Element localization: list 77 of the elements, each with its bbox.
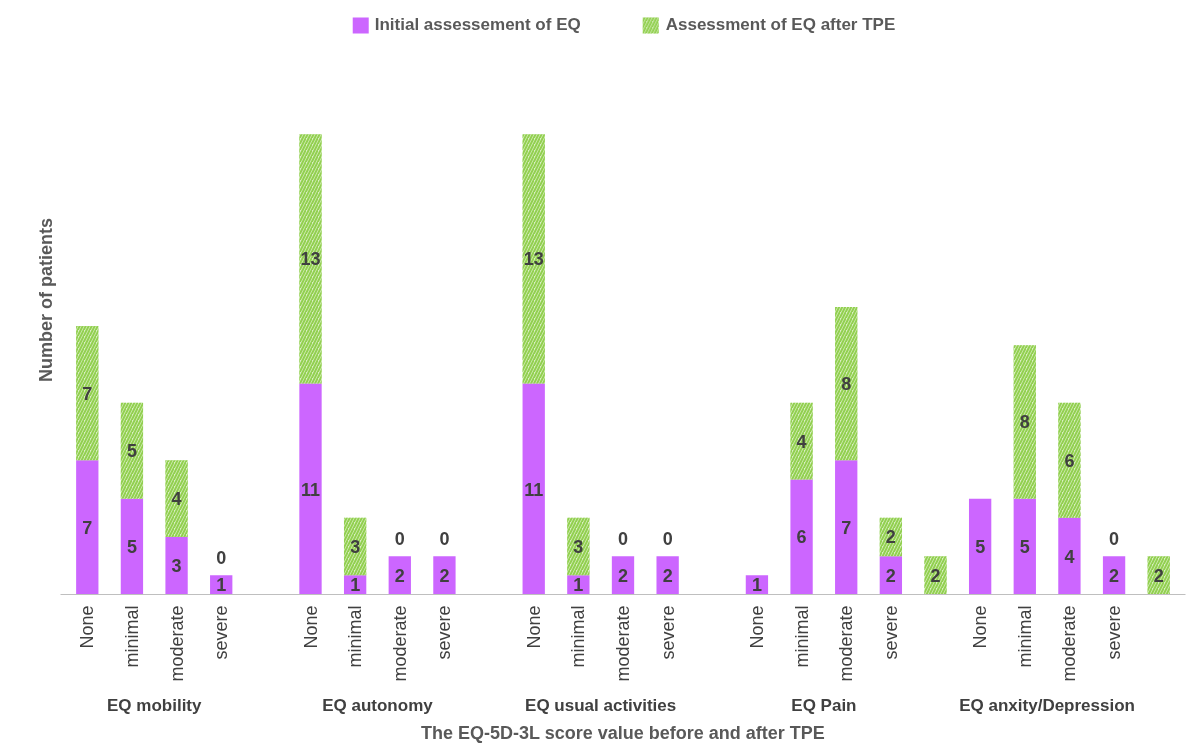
data-label: 13 <box>300 249 321 270</box>
x-tick-label: moderate <box>613 605 633 682</box>
x-tick-label: moderate <box>836 605 857 682</box>
y-axis-title: Number of patients <box>35 217 56 383</box>
bar <box>76 460 99 595</box>
data-label: 1 <box>350 575 361 596</box>
legend-label: Initial assessement of EQ <box>374 15 581 35</box>
text: EQ autonomy <box>322 695 434 715</box>
x-tick-label: None <box>970 605 991 649</box>
data-label: 5 <box>126 537 137 558</box>
data-label: 5 <box>126 441 137 462</box>
x-tick-label: minimal <box>568 605 589 668</box>
x-tick-label: None <box>523 605 544 649</box>
x-tick-label: severe <box>657 605 678 660</box>
x-tick-label: severe <box>1104 605 1125 660</box>
text: EQ anxity/Depression <box>959 695 1135 715</box>
data-label: 2 <box>1109 565 1120 586</box>
x-tick-label: moderate <box>166 605 187 682</box>
data-label: 8 <box>841 374 852 395</box>
legend-label: Assessment of EQ after TPE <box>665 15 896 35</box>
data-label: 7 <box>82 517 93 538</box>
bar <box>1013 498 1036 595</box>
data-label: 11 <box>300 479 321 500</box>
data-label: 2 <box>439 565 450 586</box>
x-tick-label: minimal <box>121 605 142 668</box>
x-tick-label: None <box>77 605 98 649</box>
x-tick-label: moderate <box>1059 605 1080 682</box>
bar <box>790 479 813 595</box>
data-label: 5 <box>1019 537 1030 558</box>
x-tick-label: minimal <box>345 605 366 668</box>
x-tick-label: minimal <box>1014 605 1035 668</box>
data-label: 0 <box>617 528 629 549</box>
data-label: 4 <box>796 431 807 452</box>
bar <box>1058 517 1081 595</box>
x-tick-label: moderate <box>389 605 410 682</box>
data-label: 2 <box>885 565 896 586</box>
data-label: 1 <box>216 575 227 596</box>
data-label: 0 <box>1109 528 1120 549</box>
data-label: 0 <box>439 528 450 549</box>
bar <box>120 498 144 595</box>
x-tick-label: None <box>746 605 767 649</box>
data-label: 0 <box>216 548 227 569</box>
bar <box>165 536 188 595</box>
data-label: 1 <box>751 575 762 596</box>
data-label: 13 <box>523 249 544 270</box>
text: EQ mobility <box>107 695 203 715</box>
data-label: 5 <box>975 537 986 558</box>
data-label: 7 <box>82 383 93 404</box>
data-label: 11 <box>524 479 544 500</box>
bar <box>433 556 456 595</box>
x-tick-label: severe <box>434 605 455 660</box>
text: EQ Pain <box>791 695 857 715</box>
data-label: 2 <box>662 565 673 586</box>
bar <box>835 460 858 595</box>
bar <box>656 556 679 595</box>
x-tick-label: severe <box>211 605 232 660</box>
data-label: 2 <box>885 527 896 548</box>
bar <box>299 383 322 595</box>
x-tick-label: None <box>300 605 321 649</box>
data-label: 6 <box>796 527 807 548</box>
data-label: 1 <box>573 575 584 596</box>
data-label: 0 <box>662 528 673 549</box>
x-axis-title: The EQ-5D-3L score value before and after TPE <box>420 722 825 743</box>
data-label: 2 <box>930 565 941 586</box>
data-label: 2 <box>1153 565 1164 586</box>
data-label: 0 <box>394 528 405 549</box>
x-tick-label: minimal <box>791 605 812 668</box>
bar <box>968 498 992 595</box>
data-label: 4 <box>1064 546 1075 567</box>
x-tick-label: severe <box>880 605 901 660</box>
data-label: 3 <box>171 556 182 577</box>
data-label: 2 <box>394 565 405 586</box>
text: EQ usual activities <box>525 695 677 715</box>
bar <box>522 383 545 595</box>
data-label: 2 <box>617 565 629 586</box>
data-label: 7 <box>841 517 852 538</box>
data-label: 8 <box>1019 412 1030 433</box>
